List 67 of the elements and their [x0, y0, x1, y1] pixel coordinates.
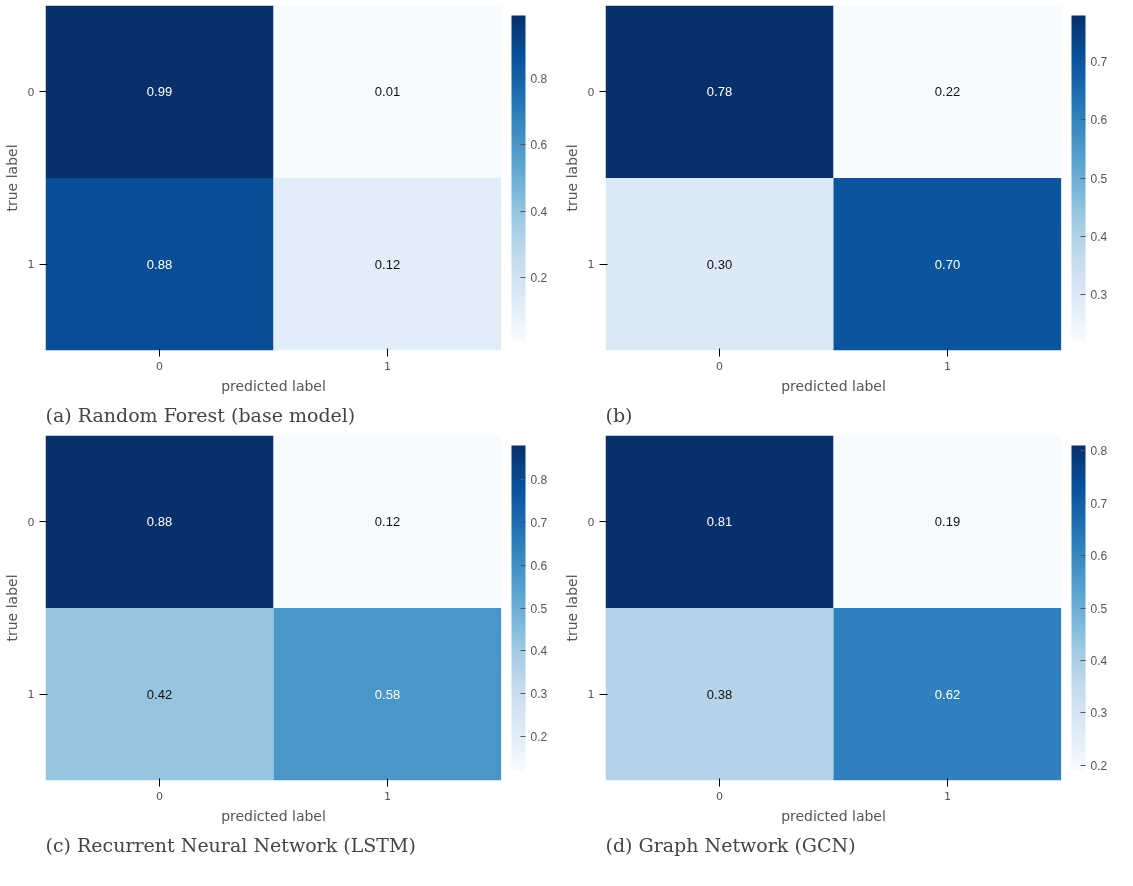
data-label: 0.19 [934, 514, 961, 530]
color-bar-label: 0.6 [1090, 113, 1108, 128]
y-axis-title: true label [563, 144, 580, 212]
color-bar-label: 0.6 [530, 558, 548, 573]
color-bar-label: 0.3 [1090, 706, 1108, 721]
color-bar-label: 0.5 [1090, 171, 1108, 186]
color-bar-label: 0.8 [530, 473, 548, 488]
x-axis-title: predicted label [221, 377, 326, 394]
y-tick-label: 1 [587, 258, 595, 272]
color-bar-label: 0.2 [530, 270, 548, 285]
x-tick-label: 1 [944, 359, 951, 373]
data-label: 0.12 [374, 514, 401, 530]
data-label: 0.22 [934, 84, 961, 100]
text: (d) Graph Network (GCN) [605, 833, 856, 856]
y-tick-label: 0 [587, 515, 595, 529]
x-tick-label: 1 [944, 789, 951, 803]
color-bar-label: 0.3 [1090, 287, 1108, 302]
y-tick-label: 1 [27, 258, 35, 272]
data-label: 0.78 [706, 84, 733, 100]
y-tick-label: 0 [27, 85, 35, 99]
color-bar-label: 0.2 [530, 729, 548, 744]
y-axis-title: true label [3, 144, 20, 212]
text: (a) Random Forest (base model) [45, 403, 356, 426]
data-label: 0.99 [146, 84, 173, 100]
x-tick-label: 0 [156, 789, 163, 803]
x-axis-title: predicted label [781, 377, 886, 394]
color-bar-label: 0.8 [530, 72, 548, 87]
data-label: 0.38 [706, 686, 733, 702]
y-axis-title: true label [3, 574, 20, 642]
data-label: 0.88 [146, 514, 173, 530]
color-bar-label: 0.7 [1090, 496, 1108, 511]
color-bar-label: 0.5 [530, 601, 548, 616]
y-tick-label: 0 [587, 85, 595, 99]
color-bar-label: 0.4 [1090, 653, 1108, 668]
data-label: 0.70 [934, 256, 961, 272]
y-tick-label: 1 [587, 688, 595, 702]
x-tick-label: 1 [384, 359, 391, 373]
y-tick-label: 1 [27, 688, 35, 702]
color-bar-label: 0.7 [1090, 55, 1108, 70]
data-label: 0.30 [706, 256, 733, 272]
color-bar-label: 0.3 [530, 687, 548, 702]
x-tick-label: 1 [384, 789, 391, 803]
color-bar-label: 0.6 [530, 138, 548, 153]
data-label: 0.58 [374, 686, 401, 702]
color-bar-label: 0.4 [530, 644, 548, 659]
data-label: 0.81 [706, 514, 733, 530]
color-bar-label: 0.7 [530, 515, 548, 530]
color-bar-label: 0.8 [1090, 444, 1108, 459]
text: (b) [605, 403, 633, 426]
data-label: 0.42 [146, 686, 173, 702]
color-bar-label: 0.2 [1090, 758, 1108, 773]
y-tick-label: 0 [27, 515, 35, 529]
color-bar-label: 0.4 [530, 204, 548, 219]
color-bar-label: 0.5 [1090, 601, 1108, 616]
data-label: 0.62 [934, 686, 961, 702]
x-axis-title: predicted label [221, 807, 326, 824]
text: (c) Recurrent Neural Network (LSTM) [45, 833, 416, 856]
data-label: 0.12 [374, 256, 401, 272]
x-tick-label: 0 [156, 359, 163, 373]
y-axis-title: true label [563, 574, 580, 642]
color-bar-label: 0.4 [1090, 229, 1108, 244]
data-label: 0.01 [374, 84, 401, 100]
x-tick-label: 0 [716, 789, 723, 803]
data-label: 0.88 [146, 256, 173, 272]
color-bar-label: 0.6 [1090, 549, 1108, 564]
x-tick-label: 0 [716, 359, 723, 373]
x-axis-title: predicted label [781, 807, 886, 824]
